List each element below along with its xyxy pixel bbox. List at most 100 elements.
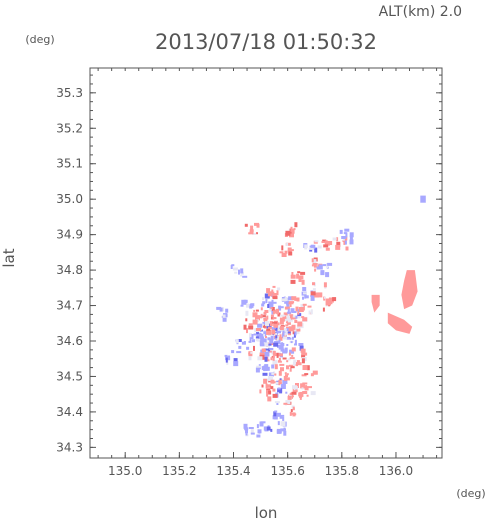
echo-cell [248, 352, 253, 355]
echo-cell [270, 386, 274, 390]
echo-cell [248, 323, 253, 326]
echo-cell [292, 408, 295, 411]
echo-cell [335, 244, 341, 250]
echo-cell [249, 229, 254, 233]
echo-cell [304, 373, 309, 376]
echo-cell [267, 337, 271, 341]
echo-cell [324, 240, 328, 246]
echo-cell [281, 298, 286, 302]
echo-cell [300, 304, 304, 310]
echo-cell [284, 372, 287, 375]
echo-cell [278, 357, 281, 361]
echo-cell [272, 360, 278, 366]
echo-cell [268, 376, 274, 381]
echo-cell [288, 251, 293, 256]
echo-cell [291, 395, 294, 398]
echo-cell [255, 309, 259, 312]
echo-cell [279, 319, 284, 325]
echo-cell [271, 329, 276, 335]
echo-cell [255, 367, 260, 373]
echo-cell [264, 310, 269, 313]
echo-cell [266, 329, 272, 335]
echo-cell [301, 348, 304, 351]
echo-cell [280, 306, 284, 309]
echo-cell [294, 297, 299, 301]
echo-cell [275, 381, 281, 385]
echo-cell [278, 339, 281, 344]
echo-cell [312, 370, 318, 375]
echo-cell [312, 263, 318, 265]
echo-cell [349, 235, 353, 241]
echo-cell [272, 321, 278, 324]
echo-cell [296, 325, 299, 329]
echo-cell [277, 325, 280, 331]
echo-cell [290, 366, 295, 369]
echo-cell [291, 354, 294, 357]
echo-cell [266, 366, 269, 371]
echo-cell [307, 386, 312, 389]
echo-cell [250, 351, 253, 354]
y-tick-label: 34.3 [56, 440, 83, 454]
echo-cell [279, 363, 285, 366]
echo-cell [312, 372, 318, 375]
echo-cell [321, 241, 325, 243]
echo-cell [268, 348, 271, 352]
echo-cell [269, 348, 274, 350]
echo-cell [300, 348, 306, 353]
echo-cell [235, 339, 239, 344]
echo-cell [312, 288, 316, 293]
echo-cell [257, 323, 263, 328]
echo-cell [336, 241, 341, 247]
echo-cell [241, 299, 247, 305]
echo-cell [322, 264, 328, 267]
echo-cell [297, 321, 303, 327]
echo-cell [264, 364, 269, 369]
echo-cell [294, 339, 297, 344]
x-axis-label: lon [255, 504, 278, 521]
echo-cell [257, 429, 262, 434]
echo-cell [308, 310, 311, 315]
echo-cell [272, 355, 275, 361]
echo-cell [286, 300, 289, 304]
echo-cell [301, 374, 307, 377]
echo-cell [320, 271, 325, 275]
echo-cell [289, 411, 292, 416]
y-tick-label: 34.4 [56, 405, 83, 419]
echo-cell [270, 335, 274, 340]
echo-cell [271, 364, 275, 369]
echo-cell [271, 372, 277, 375]
echo-cell [289, 304, 292, 308]
echo-cell [263, 331, 267, 337]
echo-cell [306, 365, 310, 371]
echo-cell [272, 350, 276, 356]
echo-cell [282, 357, 287, 360]
echo-cell [276, 322, 280, 326]
echo-cell [297, 271, 301, 274]
echo-cell [278, 382, 282, 384]
echo-cell [267, 304, 270, 308]
x-tick-label: 135.8 [325, 464, 359, 478]
echo-cell [316, 266, 322, 270]
echo-cell [302, 382, 308, 385]
echo-cell [240, 304, 244, 307]
echo-cell [259, 352, 265, 356]
echo-cell [259, 389, 262, 394]
echo-cell [294, 331, 297, 336]
echo-cell [287, 311, 292, 314]
echo-cell [299, 397, 302, 400]
echo-cell [276, 352, 279, 358]
echo-cell [309, 245, 315, 248]
echo-cell [276, 403, 279, 405]
echo-cell [268, 380, 272, 383]
echo-cell [267, 291, 272, 297]
echo-cell [256, 434, 261, 438]
echo-cell [345, 232, 348, 238]
echo-cell [248, 232, 251, 235]
echo-cell [280, 343, 285, 346]
echo-cell [301, 354, 306, 358]
echo-cell [266, 391, 269, 397]
echo-cell [278, 305, 282, 311]
echo-cell [225, 308, 229, 313]
echo-cell [285, 230, 291, 236]
echo-cell [280, 367, 284, 372]
